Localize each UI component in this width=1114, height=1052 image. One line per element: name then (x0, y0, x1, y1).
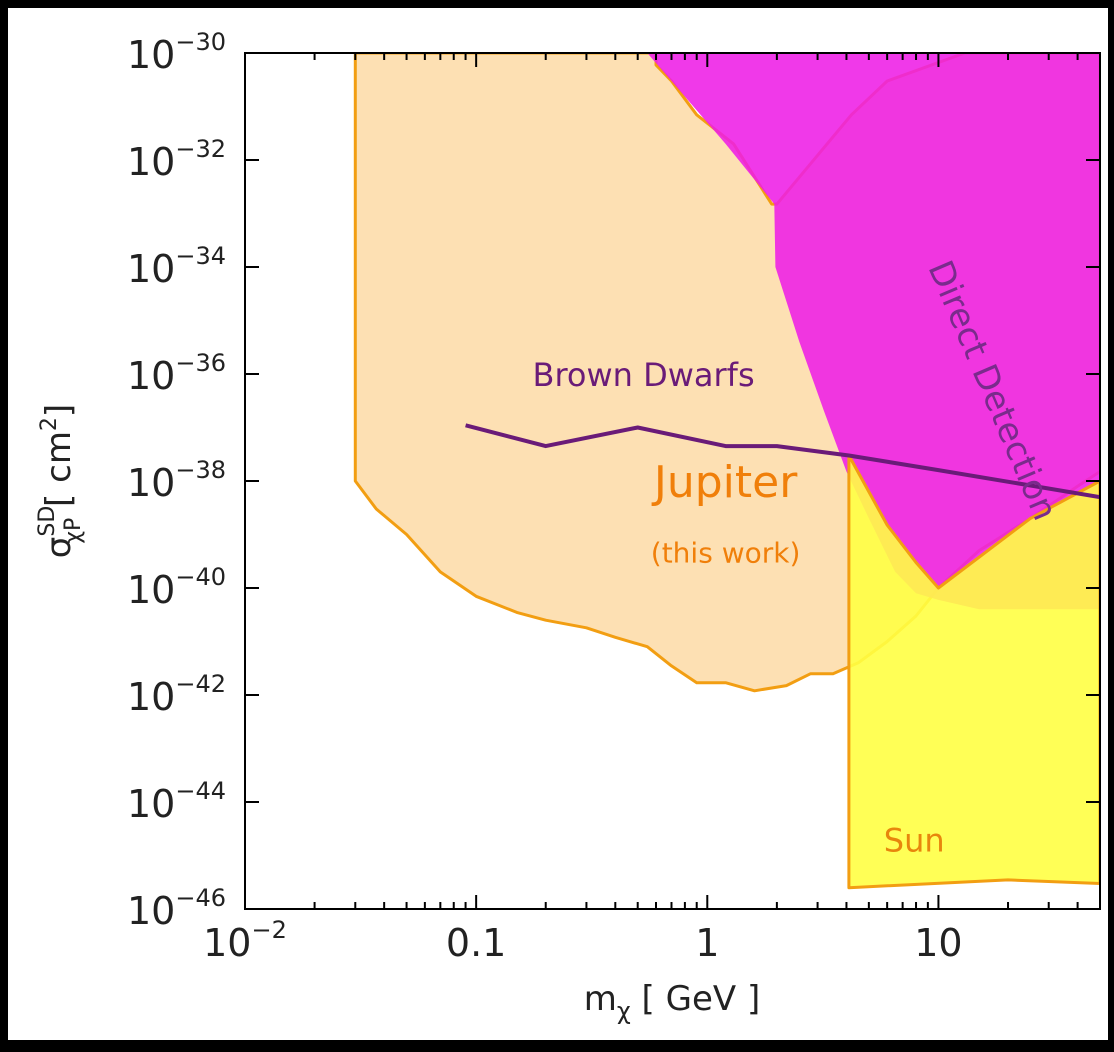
y-axis-label-sub: χP (61, 518, 86, 544)
y-tick-label: 10−38 (127, 456, 226, 505)
x-axis-label-sub: χ (617, 997, 631, 1025)
brown-dwarfs-label: Brown Dwarfs (532, 356, 754, 394)
y-tick-label: 10−34 (127, 242, 226, 291)
y-tick-label-exponent: −34 (175, 242, 226, 270)
y-tick-label-exponent: −32 (175, 135, 226, 163)
x-tick-label-base: 10 (203, 921, 251, 965)
y-tick-label-base: 10 (127, 140, 175, 184)
brown-dwarfs-line (465, 423, 1100, 500)
y-tick-label: 10−30 (127, 28, 226, 77)
y-tick-label-base: 10 (127, 354, 175, 398)
y-tick-label-base: 10 (127, 675, 175, 719)
axis-tick-labels: 10−3010−3210−3410−3610−3810−4010−4210−44… (127, 28, 963, 965)
y-tick-label: 10−32 (127, 135, 226, 184)
x-axis-label-unit: [ GeV ] (631, 979, 760, 1019)
y-tick-label: 10−46 (127, 884, 226, 933)
y-tick-label: 10−44 (127, 777, 226, 826)
y-tick-label-exponent: −30 (175, 28, 226, 56)
sun-label: Sun (884, 821, 945, 859)
jupiter-label: Jupiter (651, 457, 798, 508)
y-axis-label: σSDχP [ cm2] (35, 404, 86, 558)
x-tick-label: 0.1 (446, 921, 506, 965)
jupiter-sublabel: (this work) (651, 536, 801, 569)
x-axis-label-main: m (584, 979, 617, 1019)
y-axis-label-main: σ (39, 537, 79, 559)
y-axis-label-unit: [ cm (39, 431, 79, 518)
y-tick-label: 10−42 (127, 670, 226, 719)
y-tick-label-exponent: −46 (175, 884, 226, 912)
y-tick-label-base: 10 (127, 889, 175, 933)
y-tick-label-exponent: −44 (175, 777, 226, 805)
y-tick-label-exponent: −36 (175, 349, 226, 377)
x-tick-label: 1 (695, 921, 719, 965)
axis-ticks (244, 52, 1101, 910)
y-axis-label-unit-sup: 2 (37, 417, 62, 431)
x-tick-label: 10 (914, 921, 962, 965)
y-tick-label-base: 10 (127, 568, 175, 612)
y-tick-label-base: 10 (127, 33, 175, 77)
x-tick-label-exponent: −2 (251, 916, 286, 944)
y-tick-label-base: 10 (127, 461, 175, 505)
y-tick-label: 10−36 (127, 349, 226, 398)
y-tick-label-base: 10 (127, 247, 175, 291)
plot-area (353, 53, 1100, 890)
y-tick-label-base: 10 (127, 782, 175, 826)
y-tick-label-exponent: −38 (175, 456, 226, 484)
y-tick-label-exponent: −42 (175, 670, 226, 698)
y-tick-label: 10−40 (127, 563, 226, 612)
x-tick-label: 10−2 (203, 916, 287, 965)
x-axis-label: mχ [ GeV ] (584, 979, 760, 1025)
direct-detection-region (586, 53, 1100, 610)
y-axis-label-sup: SD (35, 506, 60, 537)
sun-region (847, 454, 1100, 890)
y-tick-label-exponent: −40 (175, 563, 226, 591)
y-axis-label-unit-close: ] (39, 404, 79, 417)
